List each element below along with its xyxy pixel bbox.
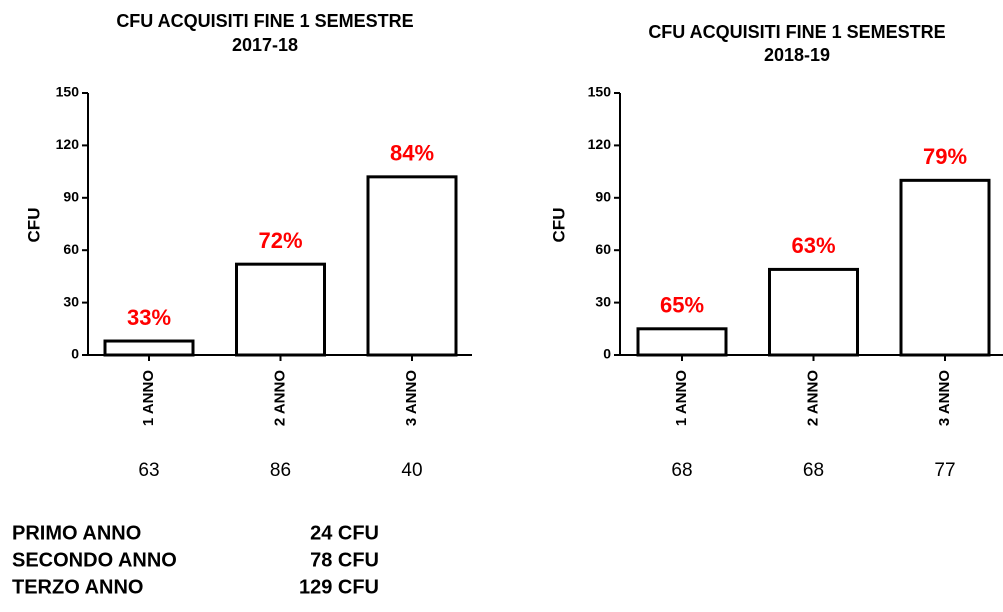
x-tick-label: 3 ANNO <box>403 370 420 426</box>
summary-value: 78 CFU <box>310 549 379 571</box>
annotation: 79% <box>923 144 967 169</box>
chart-subtitle: 2017-18 <box>232 35 298 55</box>
annotation: 72% <box>258 228 302 253</box>
y-tick-label: 0 <box>603 346 611 362</box>
x-tick-label: 1 ANNO <box>673 370 690 426</box>
x-tick-label: 1 ANNO <box>140 370 157 426</box>
x-tick-label: 2 ANNO <box>271 370 288 426</box>
summary-label: PRIMO ANNO <box>12 522 141 544</box>
summary-label: TERZO ANNO <box>12 576 143 598</box>
y-tick-label: 150 <box>588 84 612 100</box>
y-tick-label: 90 <box>595 189 611 205</box>
y-tick-label: 0 <box>71 346 79 362</box>
y-tick-label: 120 <box>56 136 80 152</box>
chart-title: CFU ACQUISITI FINE 1 SEMESTRE <box>648 22 945 42</box>
summary-value: 24 CFU <box>310 522 379 544</box>
bar <box>636 327 728 357</box>
y-tick-label: 30 <box>595 293 611 309</box>
y-tick-label: 90 <box>63 189 79 205</box>
annotation: 65% <box>660 293 704 318</box>
x-tick-label: 2 ANNO <box>804 370 821 426</box>
y-axis-label: CFU <box>24 208 43 243</box>
y-tick-label: 30 <box>63 293 79 309</box>
x-tick-label: 3 ANNO <box>936 370 953 426</box>
annotation: 33% <box>127 305 171 330</box>
bar <box>235 262 326 357</box>
y-tick-label: 150 <box>56 84 80 100</box>
count-label: 68 <box>671 460 692 481</box>
count-label: 86 <box>270 460 291 481</box>
y-tick-label: 60 <box>595 241 611 257</box>
summary-value: 129 CFU <box>299 576 379 598</box>
y-tick-label: 120 <box>588 136 612 152</box>
y-axis-label: CFU <box>549 208 568 243</box>
chart-title: CFU ACQUISITI FINE 1 SEMESTRE <box>116 11 413 31</box>
y-tick-label: 60 <box>63 241 79 257</box>
count-label: 63 <box>138 460 159 481</box>
annotation: 84% <box>390 141 434 166</box>
summary-label: SECONDO ANNO <box>12 549 177 571</box>
chart-subtitle: 2018-19 <box>764 45 830 65</box>
bar <box>899 178 991 357</box>
count-label: 40 <box>401 460 422 481</box>
count-label: 77 <box>934 460 955 481</box>
bar <box>103 339 195 357</box>
bar <box>768 267 859 357</box>
annotation: 63% <box>791 233 835 258</box>
bar <box>366 175 458 357</box>
count-label: 68 <box>803 460 824 481</box>
